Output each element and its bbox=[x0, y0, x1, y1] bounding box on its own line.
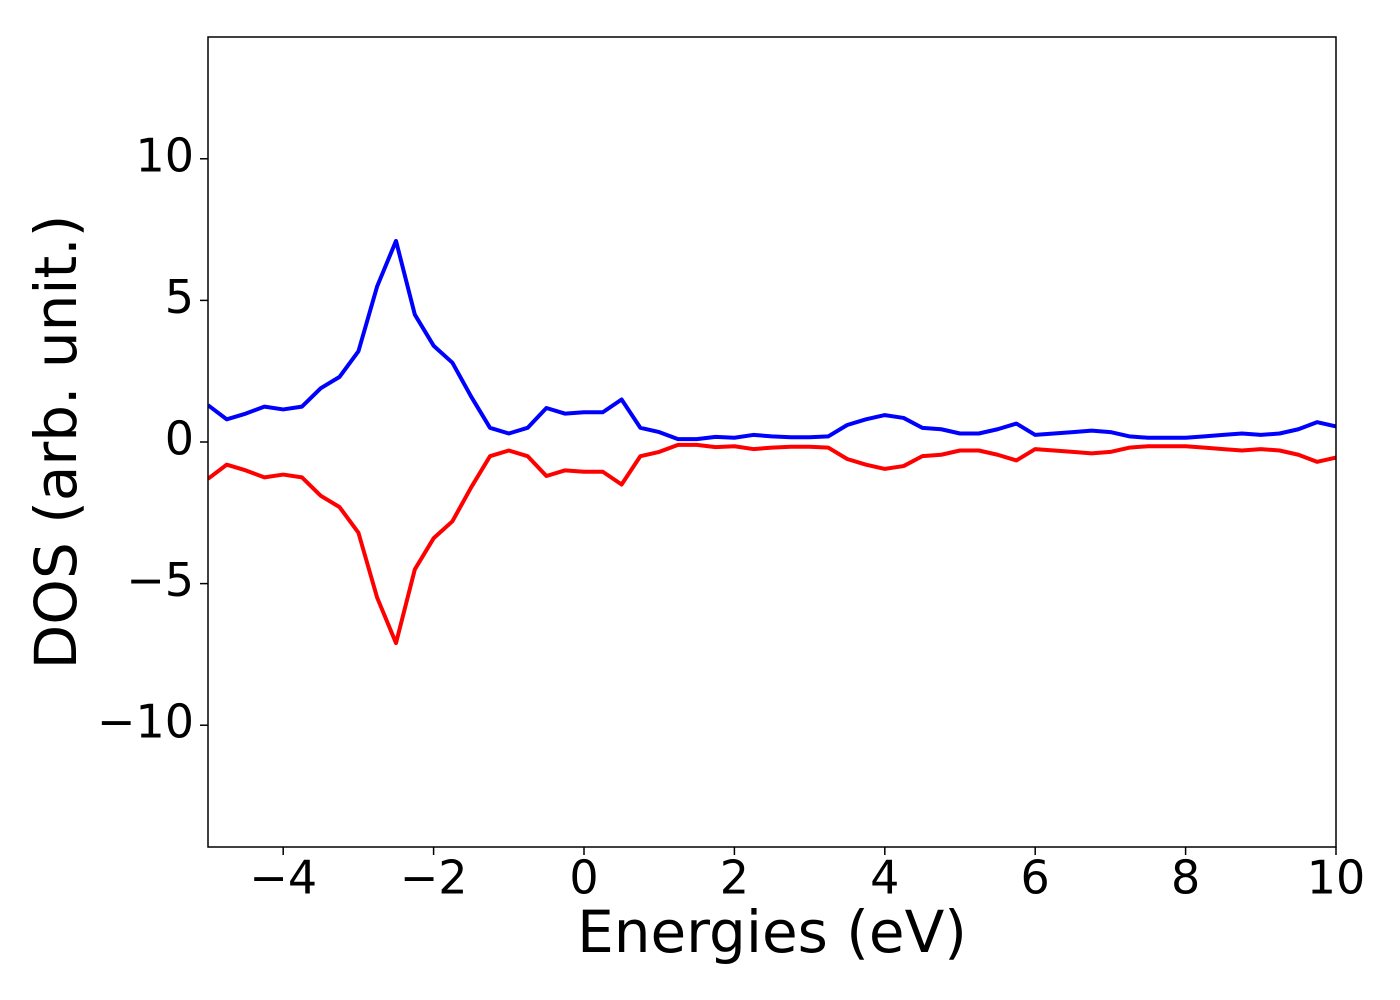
x-axis-label: Energies (eV) bbox=[577, 898, 967, 966]
x-tick-label: 6 bbox=[1021, 851, 1050, 905]
plot-frame bbox=[207, 36, 1337, 848]
y-tick-label: −5 bbox=[126, 553, 194, 607]
data-line bbox=[208, 238, 1336, 442]
x-tick-label: −2 bbox=[400, 851, 468, 905]
x-tick-label: −4 bbox=[249, 851, 317, 905]
x-tick-label: 4 bbox=[870, 851, 899, 905]
y-tick-label: 10 bbox=[135, 128, 194, 182]
y-axis-label: DOS (arb. unit.) bbox=[22, 215, 90, 670]
y-tick-label: −10 bbox=[97, 695, 194, 749]
data-line bbox=[208, 442, 1336, 646]
x-tick-label: 10 bbox=[1307, 851, 1366, 905]
x-tick-label: 2 bbox=[720, 851, 749, 905]
y-tick-label: 5 bbox=[165, 270, 194, 324]
x-tick-label: 8 bbox=[1171, 851, 1200, 905]
x-tick-label: 0 bbox=[569, 851, 598, 905]
y-tick-label: 0 bbox=[165, 412, 194, 466]
